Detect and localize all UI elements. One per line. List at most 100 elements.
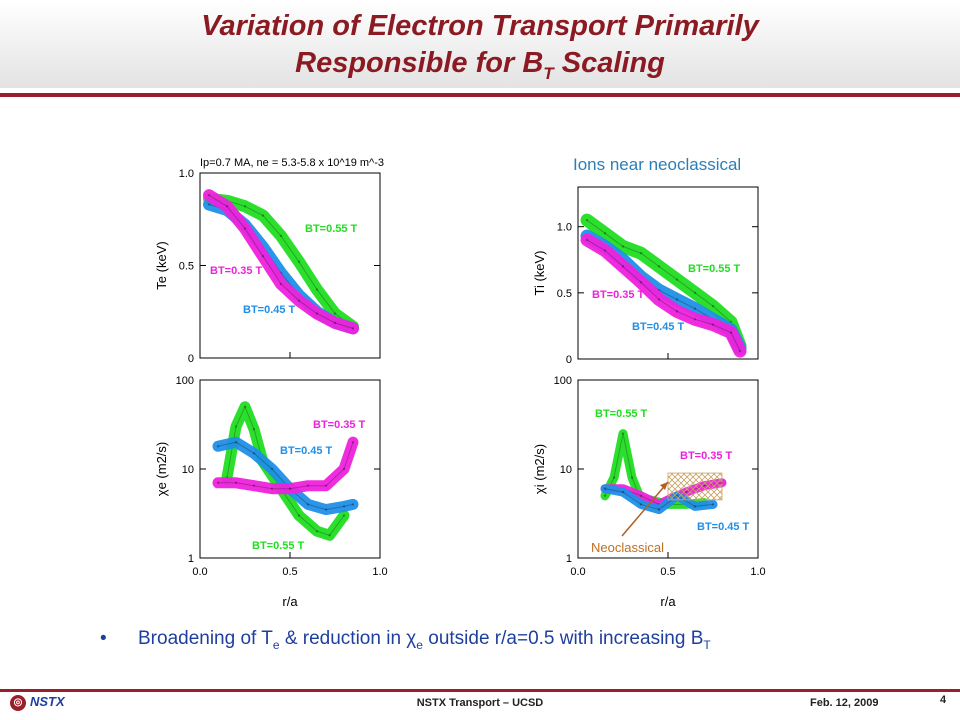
data-point-chi_e-blue xyxy=(252,452,256,455)
data-point-chi_e-magenta xyxy=(324,484,328,487)
data-point-Ti-green xyxy=(603,232,607,235)
data-point-chi_i-green xyxy=(630,476,634,479)
neoclassical-band xyxy=(667,472,723,501)
series-band-Ti-green xyxy=(580,213,747,353)
data-point-Ti-magenta xyxy=(603,249,607,252)
series-label-Te-green: BT=0.55 T xyxy=(305,223,358,235)
data-point-Ti-green xyxy=(711,304,715,308)
data-point-chi_e-magenta xyxy=(252,484,256,487)
caption-mid1: & reduction in xyxy=(279,628,407,649)
series-band-chi_e-magenta xyxy=(212,436,359,495)
data-point-chi_e-blue xyxy=(324,508,328,511)
data-point-Te-green xyxy=(333,312,337,315)
data-point-chi_i-green xyxy=(603,494,607,497)
y-tick-label-Ti: 1.0 xyxy=(557,222,572,234)
x-axis-label-chi_e: r/a xyxy=(282,594,298,609)
data-point-chi_e-blue xyxy=(306,503,310,506)
y-tick-label-chi_i: 1 xyxy=(566,553,572,565)
y-axis-label-Te: Te (keV) xyxy=(154,241,169,289)
data-point-Ti-green xyxy=(621,245,625,248)
series-label-chi_i-green: BT=0.55 T xyxy=(595,408,648,420)
data-point-chi_e-green xyxy=(342,514,346,517)
slide-title: Variation of Electron Transport Primaril… xyxy=(0,8,960,92)
slide-header: Variation of Electron Transport Primaril… xyxy=(0,0,960,88)
data-point-chi_e-green xyxy=(252,428,256,431)
series-label-Ti-green: BT=0.55 T xyxy=(688,263,741,275)
data-point-Te-magenta xyxy=(351,327,355,330)
data-point-chi_e-green xyxy=(328,534,331,537)
data-point-chi_e-magenta xyxy=(306,484,310,487)
data-point-chi_e-magenta xyxy=(216,481,220,484)
data-point-Ti-magenta xyxy=(729,331,733,334)
x-tick-label-chi_i: 0.5 xyxy=(660,566,675,578)
data-point-Te-magenta xyxy=(297,299,301,302)
data-point-Ti-blue xyxy=(693,307,697,310)
neoclassical-arrowhead xyxy=(660,482,668,490)
data-point-chi_i-blue xyxy=(603,487,607,490)
data-point-chi_e-blue xyxy=(270,467,274,471)
series-band-chi_i-blue xyxy=(600,484,718,515)
x-tick-label-chi_e: 0.0 xyxy=(192,566,207,578)
data-point-Te-green xyxy=(243,205,247,208)
data-point-chi_e-green xyxy=(315,530,319,533)
y-axis-label-Ti: Ti (keV) xyxy=(532,250,547,295)
series-label-chi_i-magenta: BT=0.35 T xyxy=(680,450,733,462)
logo-text: NSTX xyxy=(30,694,65,709)
data-point-chi_e-blue xyxy=(351,503,355,506)
series-line-Te-magenta xyxy=(208,194,354,329)
data-point-chi_i-blue xyxy=(693,505,697,508)
caption-prefix: Broadening of T xyxy=(138,628,273,649)
data-point-Te-magenta xyxy=(315,312,319,315)
caption-sub1: e xyxy=(272,637,280,652)
caption-sub3: T xyxy=(703,637,711,652)
data-point-chi_i-blue xyxy=(711,503,715,506)
series-line-Te-green xyxy=(208,198,354,328)
data-point-Te-green xyxy=(261,214,265,217)
data-point-Te-magenta xyxy=(261,255,265,258)
data-point-Te-magenta xyxy=(243,227,247,230)
y-axis-label-chi_e: χe (m2/s) xyxy=(154,442,169,497)
title-line2-suffix: Scaling xyxy=(553,47,665,79)
header-rule xyxy=(0,93,960,97)
data-point-Te-magenta xyxy=(333,321,337,325)
data-point-chi_e-blue xyxy=(342,505,346,508)
series-line-chi_e-magenta xyxy=(218,442,354,490)
nstx-logo: ◎ NSTX xyxy=(10,694,65,711)
series-line-Ti-green xyxy=(586,219,741,346)
y-tick-label-chi_e: 1 xyxy=(188,553,194,565)
data-point-chi_i-blue xyxy=(657,508,661,511)
neoclassical-arrow xyxy=(621,481,669,537)
data-point-Ti-green xyxy=(585,218,589,222)
data-point-Te-magenta xyxy=(279,282,283,286)
data-point-Ti-magenta xyxy=(621,265,625,268)
data-point-chi_i-blue xyxy=(639,503,643,506)
x-tick-label-chi_i: 1.0 xyxy=(750,566,765,578)
y-tick-label-Ti: 0.5 xyxy=(557,288,572,300)
data-point-chi_e-magenta xyxy=(270,487,274,490)
data-point-Ti-blue xyxy=(675,298,679,301)
ions-near-neoclassical-label: Ions near neoclassical xyxy=(573,155,741,174)
y-tick-label-Ti: 0 xyxy=(566,354,572,366)
condition-label: Ip=0.7 MA, ne = 5.3-5.8 x 10^19 m^-3 xyxy=(200,157,384,169)
data-point-chi_i-magenta xyxy=(639,494,643,497)
series-label-Ti-blue: BT=0.45 T xyxy=(632,321,685,333)
series-band-Te-magenta xyxy=(203,189,359,335)
page-number: 4 xyxy=(940,694,947,706)
series-label-chi_e-green: BT=0.55 T xyxy=(252,540,305,552)
data-point-chi_e-green xyxy=(243,405,247,408)
series-label-chi_i-blue: BT=0.45 T xyxy=(697,521,750,533)
series-label-Te-blue: BT=0.45 T xyxy=(243,304,296,316)
data-point-Te-blue xyxy=(207,203,211,206)
data-point-Te-green xyxy=(297,260,301,263)
y-tick-label-chi_i: 100 xyxy=(554,375,572,387)
data-point-Ti-magenta xyxy=(693,318,697,321)
title-line2-prefix: Responsible for B xyxy=(295,47,544,79)
series-label-Te-magenta: BT=0.35 T xyxy=(210,265,263,277)
data-point-chi_e-blue xyxy=(216,445,220,448)
series-line-chi_i-blue xyxy=(604,488,714,511)
data-point-chi_e-magenta xyxy=(234,481,238,484)
title-line1: Variation of Electron Transport Primaril… xyxy=(201,10,759,42)
data-point-chi_i-green xyxy=(612,476,616,479)
